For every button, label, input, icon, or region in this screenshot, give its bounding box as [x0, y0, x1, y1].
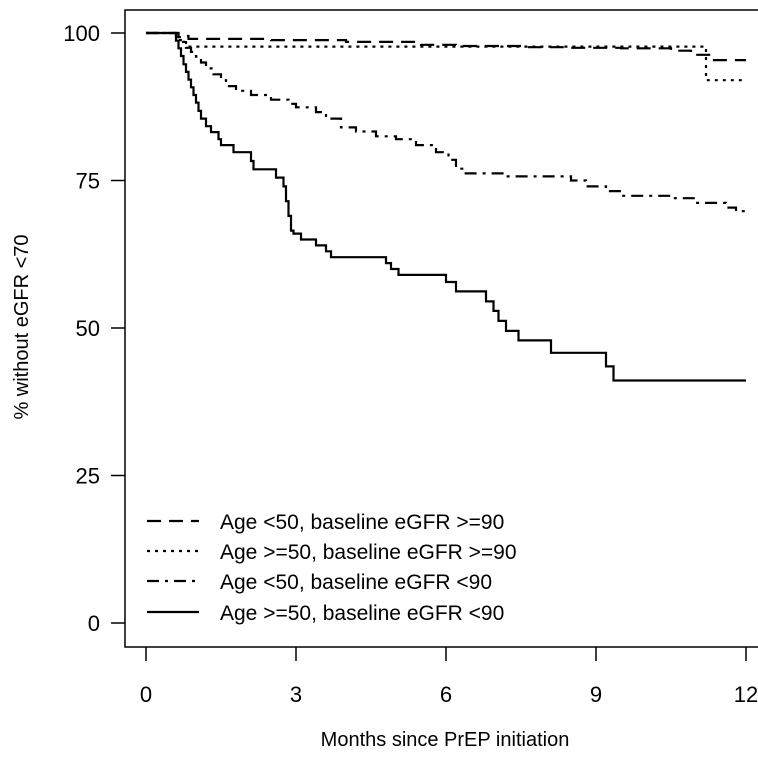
y-tick-label: 0	[88, 611, 100, 636]
x-tick-label: 0	[140, 682, 152, 707]
series-line-1	[146, 31, 746, 62]
y-tick-label: 25	[76, 464, 100, 489]
series-layer	[146, 31, 746, 382]
x-tick-label: 3	[290, 682, 302, 707]
legend: Age <50, baseline eGFR >=90 Age >=50, bas…	[147, 511, 517, 625]
y-tick-label: 50	[76, 316, 100, 341]
x-axis-title: Months since PrEP initiation	[321, 729, 570, 751]
x-tick-label: 12	[734, 682, 758, 707]
series-line-2	[146, 31, 746, 82]
legend-label-3: Age <50, baseline eGFR <90	[220, 571, 492, 594]
y-tick-label: 75	[76, 169, 100, 194]
x-tick-label: 6	[440, 682, 452, 707]
y-axis-title: % without eGFR <70	[11, 234, 33, 419]
series-line-3	[146, 31, 746, 213]
legend-label-4: Age >=50, baseline eGFR <90	[220, 602, 504, 625]
y-axis: 0 25 50 75 100	[63, 21, 125, 636]
legend-label-1: Age <50, baseline eGFR >=90	[220, 511, 504, 534]
series-line-4	[146, 31, 746, 382]
y-tick-label: 100	[63, 21, 100, 46]
x-tick-label: 9	[590, 682, 602, 707]
x-axis: 0 3 6 9 12	[140, 647, 758, 707]
legend-label-2: Age >=50, baseline eGFR >=90	[220, 541, 517, 564]
